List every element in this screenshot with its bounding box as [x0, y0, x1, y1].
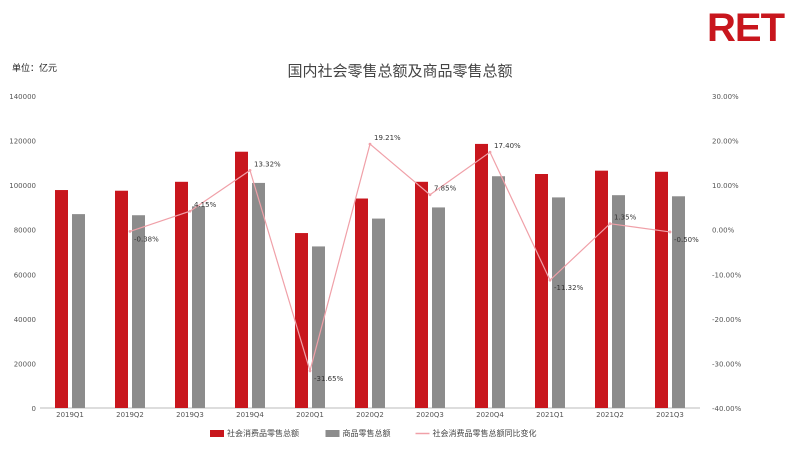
- y-right-tick-label: 0.00%: [712, 227, 735, 235]
- x-tick-label: 2019Q4: [236, 411, 264, 419]
- goods-retail-bar: [252, 182, 265, 408]
- chart-title: 国内社会零售总额及商品零售总额: [287, 62, 513, 80]
- yoy-data-label: -0.38%: [134, 235, 159, 243]
- retail-total-bar: [295, 233, 308, 408]
- retail-total-bar: [475, 143, 488, 408]
- yoy-data-label: 19.21%: [374, 134, 401, 142]
- yoy-change-line: [129, 143, 671, 373]
- ret-logo: RET: [707, 6, 785, 50]
- legend-swatch: [325, 430, 340, 437]
- y-right-tick-label: -20.00%: [712, 316, 742, 324]
- y-right-tick-label: -10.00%: [712, 271, 742, 279]
- yoy-change-point: [368, 142, 372, 146]
- y-left-tick-label: 60000: [14, 271, 36, 279]
- x-tick-label: 2020Q2: [356, 411, 384, 419]
- goods-retail-bar: [492, 176, 505, 408]
- yoy-data-label: -0.50%: [674, 236, 699, 244]
- yoy-change-point: [428, 193, 432, 197]
- yoy-change-point: [248, 168, 252, 172]
- goods-retail-bar: [192, 206, 205, 408]
- y-right-tick-label: -30.00%: [712, 360, 742, 368]
- y-right-tick-label: 10.00%: [712, 182, 739, 190]
- goods-retail-bar: [552, 197, 565, 408]
- y-left-tick-label: 80000: [14, 227, 36, 235]
- yoy-data-label: 17.40%: [494, 142, 521, 150]
- legend-label: 社会消费品零售总额: [227, 428, 299, 438]
- y-left-tick-label: 20000: [14, 360, 36, 368]
- legend-label: 社会消费品零售总额同比变化: [433, 428, 537, 438]
- legend-label: 商品零售总额: [343, 428, 391, 438]
- x-tick-label: 2020Q3: [416, 411, 444, 419]
- yoy-data-label: 13.32%: [254, 160, 281, 168]
- yoy-change-point: [488, 150, 492, 154]
- yoy-change-point: [308, 369, 312, 373]
- retail-total-bar: [535, 174, 548, 408]
- retail-total-bar: [595, 170, 608, 408]
- x-tick-label: 2021Q3: [656, 411, 684, 419]
- goods-retail-bar: [672, 196, 685, 408]
- retail-total-bar: [655, 171, 668, 408]
- y-left-tick-label: 0: [32, 405, 36, 413]
- y-left-tick-label: 40000: [14, 316, 36, 324]
- yoy-data-label: 4.15%: [194, 201, 217, 209]
- yoy-data-label: -31.65%: [314, 375, 344, 383]
- retail-total-bar: [355, 198, 368, 408]
- retail-total-bar: [415, 181, 428, 408]
- yoy-data-label: -11.32%: [554, 284, 584, 292]
- goods-retail-bar: [132, 215, 145, 408]
- y-left-tick-label: 100000: [9, 182, 36, 190]
- retail-total-bar: [235, 151, 248, 408]
- y-right-tick-label: -40.00%: [712, 405, 742, 413]
- yoy-change-point: [188, 209, 192, 213]
- x-tick-label: 2021Q2: [596, 411, 624, 419]
- goods-retail-bar: [612, 195, 625, 408]
- x-tick-label: 2020Q4: [476, 411, 504, 419]
- unit-label: 单位：亿元: [12, 64, 58, 74]
- yoy-change-point: [548, 278, 552, 282]
- retail-total-bar: [115, 190, 128, 408]
- x-tick-label: 2021Q1: [536, 411, 564, 419]
- goods-retail-bar: [312, 246, 325, 408]
- goods-retail-bar: [372, 218, 385, 408]
- yoy-change-point: [128, 230, 132, 233]
- retail-total-bar: [175, 181, 188, 408]
- y-right-tick-label: 20.00%: [712, 138, 739, 146]
- x-tick-label: 2019Q1: [56, 411, 84, 419]
- legend-swatch: [210, 430, 224, 437]
- x-tick-label: 2020Q1: [296, 411, 324, 419]
- x-tick-label: 2019Q2: [116, 411, 144, 419]
- y-left-tick-label: 140000: [9, 93, 36, 101]
- y-left-tick-label: 120000: [9, 138, 36, 146]
- yoy-data-label: 7.85%: [434, 185, 457, 193]
- retail-total-bar: [55, 190, 68, 408]
- goods-retail-bar: [432, 207, 445, 408]
- yoy-change-point: [608, 222, 612, 226]
- goods-retail-bar: [72, 214, 85, 408]
- x-tick-label: 2019Q3: [176, 411, 204, 419]
- yoy-change-point: [668, 230, 672, 234]
- yoy-data-label: 1.35%: [614, 214, 637, 222]
- y-right-tick-label: 30.00%: [712, 93, 739, 101]
